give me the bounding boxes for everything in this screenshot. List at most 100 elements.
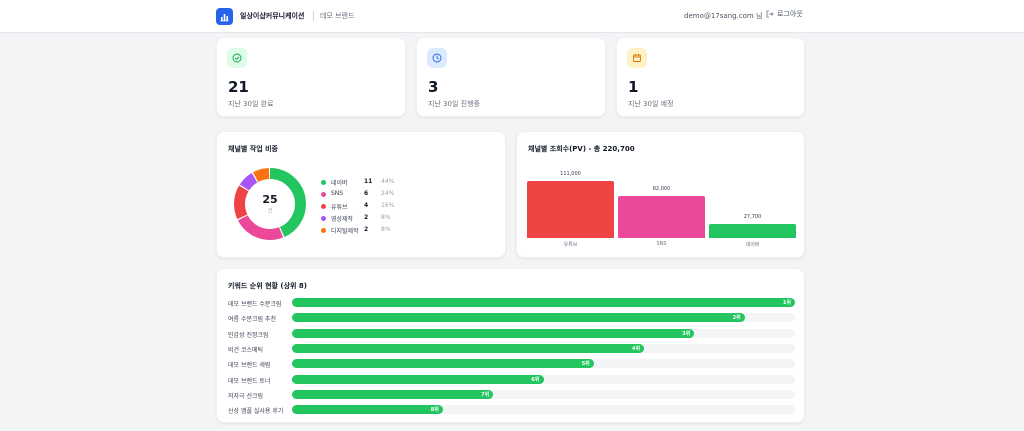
legend-name: 유튜브 (331, 204, 348, 211)
stat-label-scheduled: 지난 30일 예정 (628, 100, 674, 108)
stat-icon-completed (227, 48, 247, 68)
clock-icon (432, 53, 442, 63)
stat-card-completed: 21 지난 30일 완료 (216, 37, 406, 117)
keyword-rank-value: 7위 (481, 391, 490, 398)
stat-card-scheduled: 1 지난 30일 예정 (616, 37, 805, 117)
bar-category-label: 네이버 (745, 242, 760, 248)
stat-icon-scheduled (627, 48, 647, 68)
keyword-rank-value: 8위 (430, 407, 439, 414)
channel-donut-chart (234, 168, 306, 240)
legend-dot (321, 216, 326, 221)
legend-count: 2 (364, 226, 369, 233)
stat-icon-in-progress (427, 48, 447, 68)
legend-item: 영상제작 2 8% (321, 213, 401, 225)
keyword-rank-value: 6위 (531, 376, 540, 383)
legend-count: 4 (364, 202, 369, 209)
legend-pct: 44% (381, 178, 395, 185)
logout-button[interactable]: 로그아웃 (766, 9, 803, 19)
bar-value-label: 82,000 (652, 185, 671, 192)
channel-share-card: 채널별 작업 비중 25 건 네이버 11 44% SNS 6 24% 유튜브 … (216, 131, 506, 258)
keyword-rank-track: 7위 (292, 389, 795, 399)
bar-2 (709, 223, 796, 238)
keyword-rank-value: 3위 (682, 330, 691, 337)
legend-item: 유튜브 4 16% (321, 201, 401, 213)
legend-name: SNS (331, 190, 344, 197)
header-divider (313, 11, 314, 21)
bar-category-label: 유튜브 (563, 242, 578, 248)
legend-count: 2 (364, 214, 369, 221)
keyword-rank-bar: 1위 (292, 298, 795, 307)
stat-value-completed: 21 (228, 78, 249, 96)
app-title: 일상이샵커뮤니케이션 (240, 12, 305, 20)
keyword-rank-bar: 2위 (292, 313, 745, 323)
legend-dot (321, 180, 326, 185)
legend-count: 6 (364, 190, 369, 197)
keyword-label: 데모 브랜드 토너 (228, 377, 271, 385)
keyword-rank-track: 5위 (292, 359, 795, 369)
chart-icon (220, 14, 229, 22)
donut-slice-2 (234, 168, 306, 240)
keyword-rank-bar: 3위 (292, 328, 695, 338)
legend-pct: 24% (381, 190, 395, 197)
legend-name: 네이버 (331, 180, 348, 187)
keyword-label: 저자극 선크림 (228, 392, 264, 400)
keyword-label: 비건 코스메틱 (228, 346, 264, 354)
legend-dot (321, 192, 326, 197)
bar-1 (618, 195, 705, 238)
check-circle-icon (232, 53, 242, 63)
legend-dot (321, 204, 326, 209)
legend-count: 11 (364, 178, 373, 185)
legend-item: SNS 6 24% (321, 189, 401, 201)
top-header: 일상이샵커뮤니케이션 데모 브랜드 demo@17sang.com 님 로그아웃 (0, 0, 1024, 33)
logout-icon (766, 10, 774, 18)
bar-0 (527, 181, 614, 238)
keyword-rank-track: 8위 (292, 405, 795, 415)
legend-item: 네이버 11 44% (321, 177, 401, 189)
donut-slice-0 (234, 168, 306, 240)
stat-value-scheduled: 1 (628, 78, 639, 96)
stat-value-in-progress: 3 (428, 78, 439, 96)
calendar-icon (633, 54, 641, 62)
user-email: demo@17sang.com 님 (684, 12, 763, 20)
logout-label: 로그아웃 (777, 10, 803, 18)
keyword-label: 데모 브랜드 세럼 (228, 362, 271, 370)
keyword-rank-bar: 6위 (292, 374, 544, 384)
donut-total: 25 (262, 193, 278, 206)
keyword-rank-track: 6위 (292, 374, 795, 384)
keyword-rank-value: 5위 (581, 361, 590, 368)
keyword-rank-bar: 5위 (292, 359, 594, 369)
legend-pct: 8% (381, 214, 391, 221)
legend-pct: 16% (381, 202, 395, 209)
legend-item: 디지털제작 2 8% (321, 225, 401, 237)
stat-card-in-progress: 3 지난 30일 진행중 (416, 37, 606, 117)
views-card: 채널별 조회수(PV) - 총 220,700 111,000 유튜브 82,000… (516, 131, 805, 258)
legend-name: 영상제작 (331, 216, 354, 223)
stat-label-in-progress: 지난 30일 진행중 (428, 100, 480, 108)
keyword-label: 신상 앰플 실사용 후기 (228, 408, 284, 416)
bar-category-label: SNS (656, 241, 667, 247)
channel-legend: 네이버 11 44% SNS 6 24% 유튜브 4 16% 영상제작 2 8%… (321, 177, 401, 237)
keyword-rank-value: 4위 (632, 345, 641, 352)
keyword-rank-value: 1위 (782, 300, 791, 306)
legend-dot (321, 228, 326, 233)
donut-total-unit: 건 (267, 208, 273, 214)
keyword-label: 민감성 진정크림 (228, 331, 269, 339)
keyword-rank-value: 2위 (732, 315, 741, 322)
donut-slice-1 (234, 168, 306, 240)
keyword-rank-track: 2위 (292, 313, 795, 323)
keyword-rank-title: 키워드 순위 현황 (상위 8) (228, 282, 307, 290)
stat-label-completed: 지난 30일 완료 (228, 100, 274, 108)
app-logo[interactable] (216, 8, 233, 25)
keyword-rank-bar: 7위 (292, 389, 494, 399)
keyword-label: 데모 브랜드 수분크림 (228, 301, 282, 308)
bar-value-label: 27,700 (743, 213, 762, 220)
channel-share-title: 채널별 작업 비중 (228, 145, 278, 153)
views-title: 채널별 조회수(PV) - 총 220,700 (528, 145, 635, 153)
legend-name: 디지털제작 (331, 228, 359, 235)
keyword-rank-bar: 4위 (292, 343, 645, 353)
keyword-label: 여름 수분크림 추천 (228, 316, 276, 324)
views-bar-chart: 111,000 유튜브 82,000 SNS 27,700 네이버 (517, 132, 806, 259)
brand-name: 데모 브랜드 (320, 12, 355, 20)
